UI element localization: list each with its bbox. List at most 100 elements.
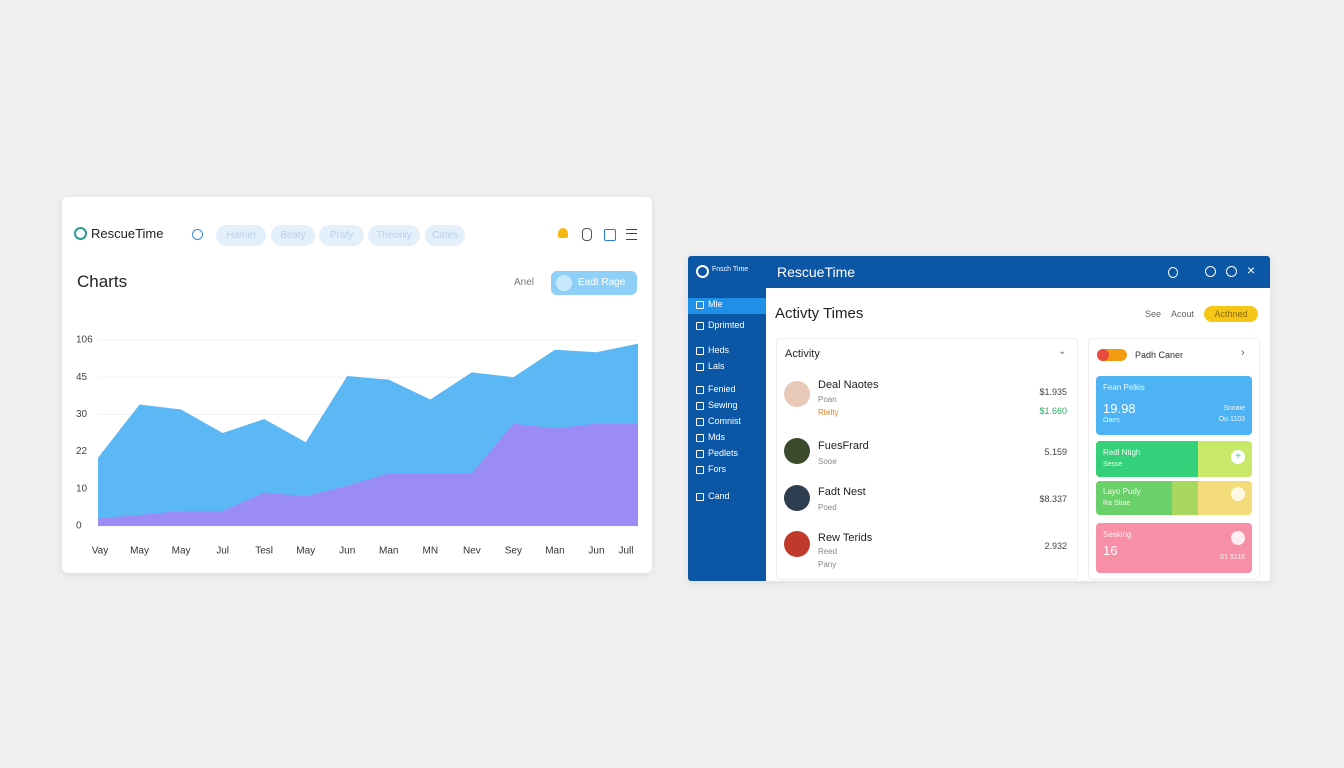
card-sub: Sesse: [1103, 461, 1123, 468]
row-value: $1.660: [1039, 406, 1067, 416]
sidebar-item[interactable]: Sewing: [696, 400, 738, 410]
card-title: Redl Ntigh: [1103, 448, 1141, 457]
row-name: Fadt Nest: [818, 486, 866, 498]
logo: [696, 265, 709, 278]
row-sub: Sooe: [818, 457, 837, 466]
row-value: $8.337: [1039, 494, 1067, 504]
card-side: Oo 1103: [1218, 416, 1245, 423]
brand: RescueTime: [91, 226, 164, 241]
x-tick-label: Jul: [216, 546, 229, 557]
row-value: 5.159: [1044, 447, 1067, 457]
link[interactable]: Acout: [1171, 309, 1195, 319]
card-value: 19.98: [1103, 401, 1136, 416]
y-tick-label: 22: [76, 446, 88, 457]
row-sub: Reed: [818, 547, 838, 556]
card-side: Snnaie: [1223, 405, 1245, 412]
avatar: [784, 531, 810, 557]
nav-pill[interactable]: Prafy: [319, 225, 364, 246]
x-tick-label: Tesl: [255, 546, 273, 557]
icon[interactable]: [604, 229, 616, 241]
y-tick-label: 30: [76, 409, 88, 420]
sidebar-item[interactable]: Lals: [696, 361, 725, 371]
x-tick-label: Jull: [618, 546, 633, 557]
x-tick-label: May: [130, 546, 149, 557]
card-side: S1 5116: [1219, 554, 1245, 561]
card-sub: Oaes: [1103, 417, 1120, 424]
x-tick-label: May: [296, 546, 315, 557]
button[interactable]: Eadt Rage: [551, 271, 637, 295]
stat-card[interactable]: Redl Ntigh Sesse +: [1096, 441, 1252, 477]
row-sub: Poan: [818, 395, 837, 404]
sidebar-active: [688, 298, 766, 314]
icon[interactable]: [558, 228, 568, 238]
brand: RescueTime: [777, 264, 856, 280]
badge[interactable]: Acthned: [1204, 306, 1258, 322]
avatar: [784, 381, 810, 407]
cards-panel: [1088, 338, 1260, 580]
toggle[interactable]: [1097, 349, 1127, 361]
nav-pill[interactable]: Hamet: [216, 225, 266, 246]
logo-text: Fnsch Time: [712, 266, 749, 273]
sidebar-item[interactable]: Fors: [696, 464, 726, 474]
icon[interactable]: [1205, 266, 1216, 277]
nav-pill[interactable]: Beaty: [271, 225, 315, 246]
row-sub: Pany: [818, 560, 837, 569]
row-value: 2.932: [1044, 541, 1067, 551]
x-tick-label: Man: [379, 546, 398, 557]
x-tick-label: Man: [545, 546, 564, 557]
sidebar-item[interactable]: Heds: [696, 345, 729, 355]
card-sub: Ra Sbae: [1103, 500, 1131, 507]
area-chart: 0 10 22 30 45 106 Vay May May Jul Tesl May Jun Man MN N…: [76, 335, 638, 557]
row-name: FuesFrard: [818, 440, 869, 452]
button-label: Eadt Rage: [578, 277, 626, 288]
chevron[interactable]: ›: [1241, 347, 1245, 359]
stat-card[interactable]: Layo Pudy Ra Sbae: [1096, 481, 1252, 515]
search-icon[interactable]: [192, 229, 203, 240]
card-value: 16: [1103, 543, 1118, 558]
filter[interactable]: Anel: [514, 277, 535, 288]
stat-card[interactable]: Fean Pelkis 19.98 Oaes Snnaie Oo 1103: [1096, 376, 1252, 435]
y-tick-label: 0: [76, 521, 82, 532]
card-title: Fean Pelkis: [1103, 383, 1145, 392]
row-sub: Poed: [818, 503, 837, 512]
cards-title: Padh Caner: [1135, 350, 1184, 360]
chevron[interactable]: ⌄: [1058, 346, 1067, 357]
list-title: Activity: [785, 348, 820, 360]
x-tick-label: Nev: [463, 546, 481, 557]
stat-card[interactable]: Sesking 16 S1 5116: [1096, 523, 1252, 573]
y-tick-label: 45: [76, 372, 88, 383]
nav-pill[interactable]: Cates: [425, 225, 465, 246]
sidebar-item[interactable]: Dprimted: [696, 320, 745, 330]
nav-pill[interactable]: Theonly: [368, 225, 420, 246]
x-tick-label: Vay: [92, 546, 109, 557]
y-tick-label: 106: [76, 335, 93, 346]
sidebar-item[interactable]: Mds: [696, 432, 725, 442]
sidebar-item[interactable]: Pedlets: [696, 448, 738, 458]
page-title: Activty Times: [775, 305, 864, 322]
page-title: Charts: [77, 272, 128, 291]
sidebar-item[interactable]: Fenied: [696, 384, 736, 394]
x-tick-label: Sey: [505, 546, 522, 557]
card-title: Layo Pudy: [1103, 487, 1141, 496]
logo: [74, 227, 87, 240]
row-name: Deal Naotes: [818, 379, 879, 391]
header: [688, 256, 1270, 288]
x-tick-label: Jun: [339, 546, 355, 557]
x-tick-label: MN: [423, 546, 439, 557]
menu-icon[interactable]: [626, 229, 637, 240]
icon[interactable]: [1168, 267, 1178, 278]
row-name: Rew Terids: [818, 532, 873, 544]
sidebar-item[interactable]: Mle: [696, 299, 723, 309]
avatar: [784, 485, 810, 511]
link[interactable]: See: [1145, 309, 1162, 319]
sidebar-item[interactable]: Comnist: [696, 416, 741, 426]
sidebar-item[interactable]: Cand: [696, 491, 730, 501]
x-tick-label: Jun: [588, 546, 604, 557]
activity-list: [776, 338, 1078, 580]
close-icon[interactable]: ×: [1247, 262, 1256, 278]
icon[interactable]: [582, 228, 592, 241]
area: [98, 423, 638, 526]
y-tick-label: 10: [76, 483, 88, 494]
icon[interactable]: [1226, 266, 1237, 277]
